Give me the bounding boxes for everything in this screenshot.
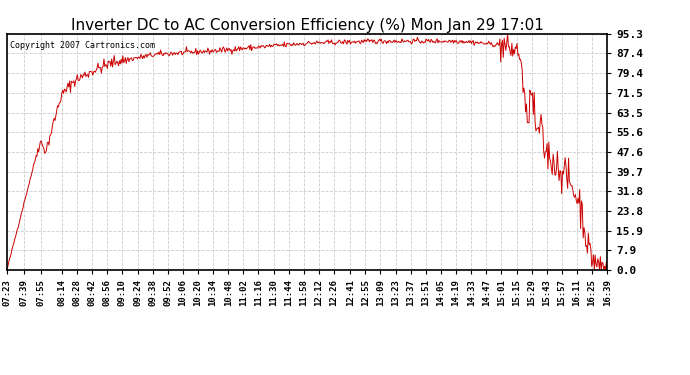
Title: Inverter DC to AC Conversion Efficiency (%) Mon Jan 29 17:01: Inverter DC to AC Conversion Efficiency … (70, 18, 544, 33)
Text: Copyright 2007 Cartronics.com: Copyright 2007 Cartronics.com (10, 41, 155, 50)
